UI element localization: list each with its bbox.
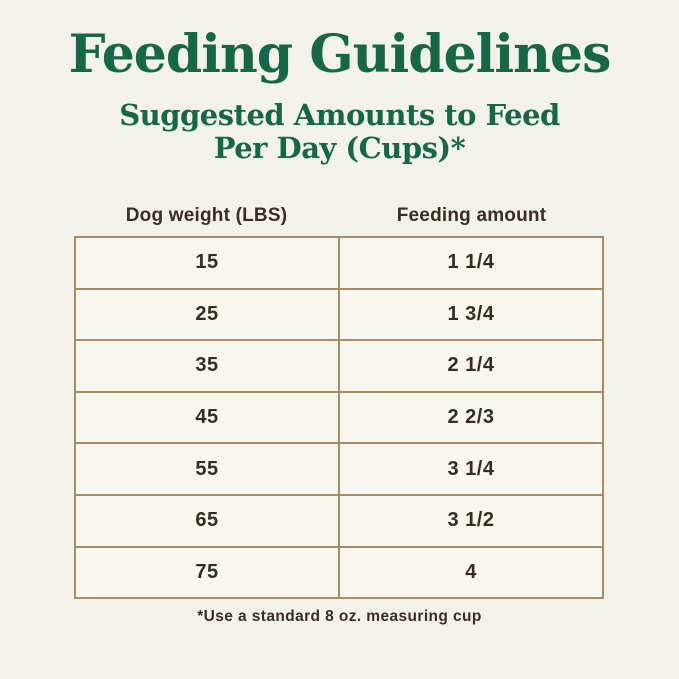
- weight-cell: 55: [74, 442, 340, 496]
- weight-cell: 35: [74, 339, 340, 393]
- weight-cell: 65: [74, 493, 340, 548]
- table-row: 65 3 1/2: [74, 493, 604, 548]
- weight-cell: 45: [74, 390, 340, 445]
- amount-cell: 2 2/3: [338, 390, 604, 445]
- column-header-feeding-amount: Feeding amount: [396, 205, 547, 226]
- measuring-cup-footnote: *Use a standard 8 oz. measuring cup: [197, 608, 482, 625]
- feeding-table: 15 1 1/4 25 1 3/4 35 2 1/4 45 2 2/3 55: [74, 236, 604, 600]
- amount-cell: 1 1/4: [338, 236, 604, 290]
- amount-cell: 3 1/4: [338, 442, 604, 496]
- weight-cell: 25: [74, 287, 340, 342]
- column-headers: Dog weight (LBS) Feeding amount: [74, 205, 604, 227]
- weight-cell: 75: [74, 545, 340, 600]
- amount-cell: 4: [338, 545, 604, 600]
- page-title: Feeding Guidelines: [68, 24, 612, 85]
- column-header-dog-weight: Dog weight (LBS): [125, 205, 288, 226]
- amount-cell: 1 3/4: [338, 287, 604, 342]
- table-row: 45 2 2/3: [74, 390, 604, 445]
- page-subtitle: Suggested Amounts to Feed Per Day (Cups)…: [0, 99, 679, 164]
- table-row: 75 4: [74, 545, 604, 600]
- amount-cell: 2 1/4: [338, 339, 604, 393]
- subtitle-line-2: Per Day (Cups)*: [213, 130, 466, 165]
- feeding-table-section: Dog weight (LBS) Feeding amount 15 1 1/4…: [74, 205, 604, 600]
- table-row: 15 1 1/4: [74, 236, 604, 290]
- table-row: 55 3 1/4: [74, 442, 604, 496]
- amount-cell: 3 1/2: [338, 493, 604, 548]
- weight-cell: 15: [74, 236, 340, 290]
- subtitle-line-1: Suggested Amounts to Feed: [119, 98, 560, 133]
- table-row: 25 1 3/4: [74, 287, 604, 342]
- table-row: 35 2 1/4: [74, 339, 604, 393]
